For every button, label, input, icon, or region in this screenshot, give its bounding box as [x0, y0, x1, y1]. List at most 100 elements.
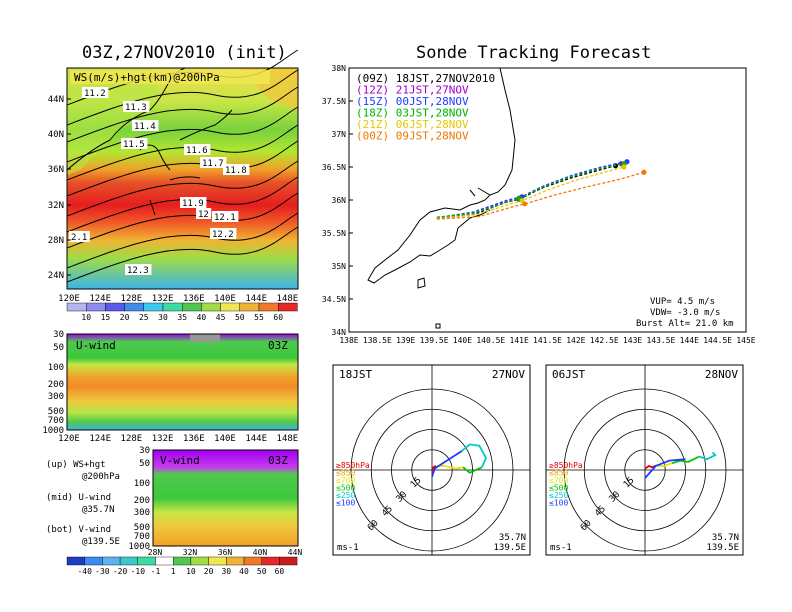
v-lat-label: 40N [253, 548, 268, 557]
track-legend-item: (15Z) 00JST,28NOV [356, 95, 469, 108]
map-lat-label: 32N [48, 201, 64, 211]
track-mid-marker [522, 201, 528, 207]
colorbar-label: 40 [197, 313, 207, 322]
colorbar-label: 35 [177, 313, 187, 322]
colorbar-swatch [137, 556, 156, 566]
colorbar-swatch [279, 556, 298, 566]
colorbar-label: 55 [254, 313, 264, 322]
map-lon-label: 148E [277, 294, 299, 304]
u-wind-field [67, 334, 298, 430]
contour-label: 12.2 [212, 230, 234, 240]
v-pressure-label: 200 [134, 496, 150, 506]
u-lon-label: 144E [245, 434, 267, 444]
v-pressure-label: 30 [139, 446, 150, 456]
track-legend-item: (12Z) 21JST,27NOV [356, 84, 469, 97]
sonde-tracks [436, 159, 647, 220]
map-lat-label: 44N [48, 95, 64, 105]
track-legend-item: (09Z) 18JST,27NOV2010 [356, 72, 495, 85]
contour-label: 12.3 [127, 266, 149, 276]
track-lat-label: 37N [332, 130, 347, 139]
hodograph-segment [644, 464, 657, 470]
hodograph-ring [391, 429, 473, 511]
hodograph-legend-item: ≤250 [336, 491, 355, 500]
map-lat-label: 36N [48, 165, 64, 175]
colorbar-swatch [155, 556, 174, 566]
hodograph-legend-item: ≤100 [549, 499, 568, 508]
colorbar-label: 50 [235, 313, 245, 322]
contour-label-bg [125, 264, 152, 275]
track-lon-labels: 138E 138.5E 139E 139.5E 140E 140.5E 141E 141.5E… [339, 336, 755, 345]
colorbar-swatch [102, 556, 121, 566]
desc-mid: (mid) U-wind [46, 493, 111, 503]
hodograph-unit: ms-1 [550, 543, 572, 553]
map-lon-label: 144E [245, 294, 267, 304]
map-lat-label: 40N [48, 130, 64, 140]
colorbar-swatch [66, 302, 87, 312]
contour-label-bg [212, 211, 239, 222]
hodograph-date: 28NOV [705, 368, 738, 381]
hodograph-lines [431, 443, 488, 478]
height-contour [66, 86, 299, 143]
colorbar-label: -10 [131, 567, 146, 576]
v-lat-label: 44N [288, 548, 303, 557]
hodograph-time: 18JST [339, 368, 372, 381]
desc-bot: (bot) V-wind [46, 525, 111, 535]
track-lat-label: 34N [332, 328, 347, 337]
colorbar-label: -40 [77, 567, 92, 576]
height-contour [66, 176, 299, 233]
hodograph-lon: 139.5E [706, 543, 739, 553]
contour-label-bg [184, 144, 211, 155]
colorbar-label: 30 [158, 313, 168, 322]
colorbar-label: 60 [275, 567, 285, 576]
colorbar-swatch [172, 556, 192, 566]
hodograph-ring [624, 449, 666, 491]
hodograph-segment [671, 455, 700, 465]
map-lon-label: 124E [89, 294, 111, 304]
contour-label-bg [82, 87, 109, 98]
coastline [66, 67, 233, 241]
track-lat-label: 36N [332, 196, 347, 205]
colorbar-label: 20 [120, 313, 130, 322]
track-legend: (09Z) 18JST,27NOV2010(12Z) 21JST,27NOV(1… [356, 72, 495, 143]
colorbar-swatch [66, 556, 85, 566]
map-lon-label: 140E [214, 294, 236, 304]
contour-label: 11.3 [125, 103, 147, 113]
param-vdw: VDW= -3.0 m/s [650, 308, 720, 318]
hodograph-segment [644, 458, 686, 479]
map-lon-label: 120E [58, 294, 80, 304]
contour-label-bg [200, 157, 227, 168]
track-lat-labels: 38N 37.5N 37N 36.5N 36N 35.5N 35N 34.5N 34N [322, 64, 353, 337]
track-end-marker [621, 164, 627, 170]
hodograph-legend-item: ≥850hPa [549, 461, 583, 470]
track-line [436, 163, 625, 218]
u-lon-label: 128E [121, 434, 143, 444]
hodograph-legend-item: ≤250 [549, 491, 568, 500]
map-lon-labels: 120E 124E 128E 132E 136E 140E 144E 148E [58, 294, 298, 304]
track-lon-label: 141E [510, 336, 529, 345]
hodograph-ring [563, 388, 727, 552]
colorbar-swatch [85, 302, 106, 312]
contour-label-bg [210, 228, 237, 239]
contour-labels: 11.2 11.3 11.4 11.5 11.6 11.711.8 11.912 12.1 12… [69, 87, 250, 276]
desc-up2: @200hPa [82, 472, 120, 482]
v-pressure-label: 700 [134, 532, 150, 542]
v-pressure-label: 100 [134, 479, 150, 489]
u-lon-label: 136E [183, 434, 205, 444]
colorbar-swatch [239, 302, 260, 312]
height-contour [66, 160, 299, 217]
colorbar-label: 30 [221, 567, 231, 576]
u-pressure-label: 1000 [42, 426, 64, 436]
colorbar-swatch [105, 302, 125, 312]
v-wind-lat-labels: 28N 32N 36N 40N 44N [148, 548, 303, 557]
contour-label-bg [132, 120, 159, 131]
v-wind-label: V-wind [160, 454, 200, 467]
u-wind-label: U-wind [76, 339, 116, 352]
top-colorbar: 10 15 20 25 30 35 40 45 50 55 60 [66, 302, 298, 322]
colorbar-label: -1 [151, 567, 161, 576]
left-title: 03Z,27NOV2010 (init) [82, 43, 287, 63]
panel-description: (up) WS+hgt @200hPa (mid) U-wind @35.7N … [46, 460, 120, 547]
hodograph-ring [350, 388, 514, 552]
u-wind-lon-labels: 120E 124E 128E 132E 136E 140E 144E 148E [58, 434, 298, 444]
map-lon-label: 128E [121, 294, 143, 304]
track-frame [348, 67, 747, 333]
